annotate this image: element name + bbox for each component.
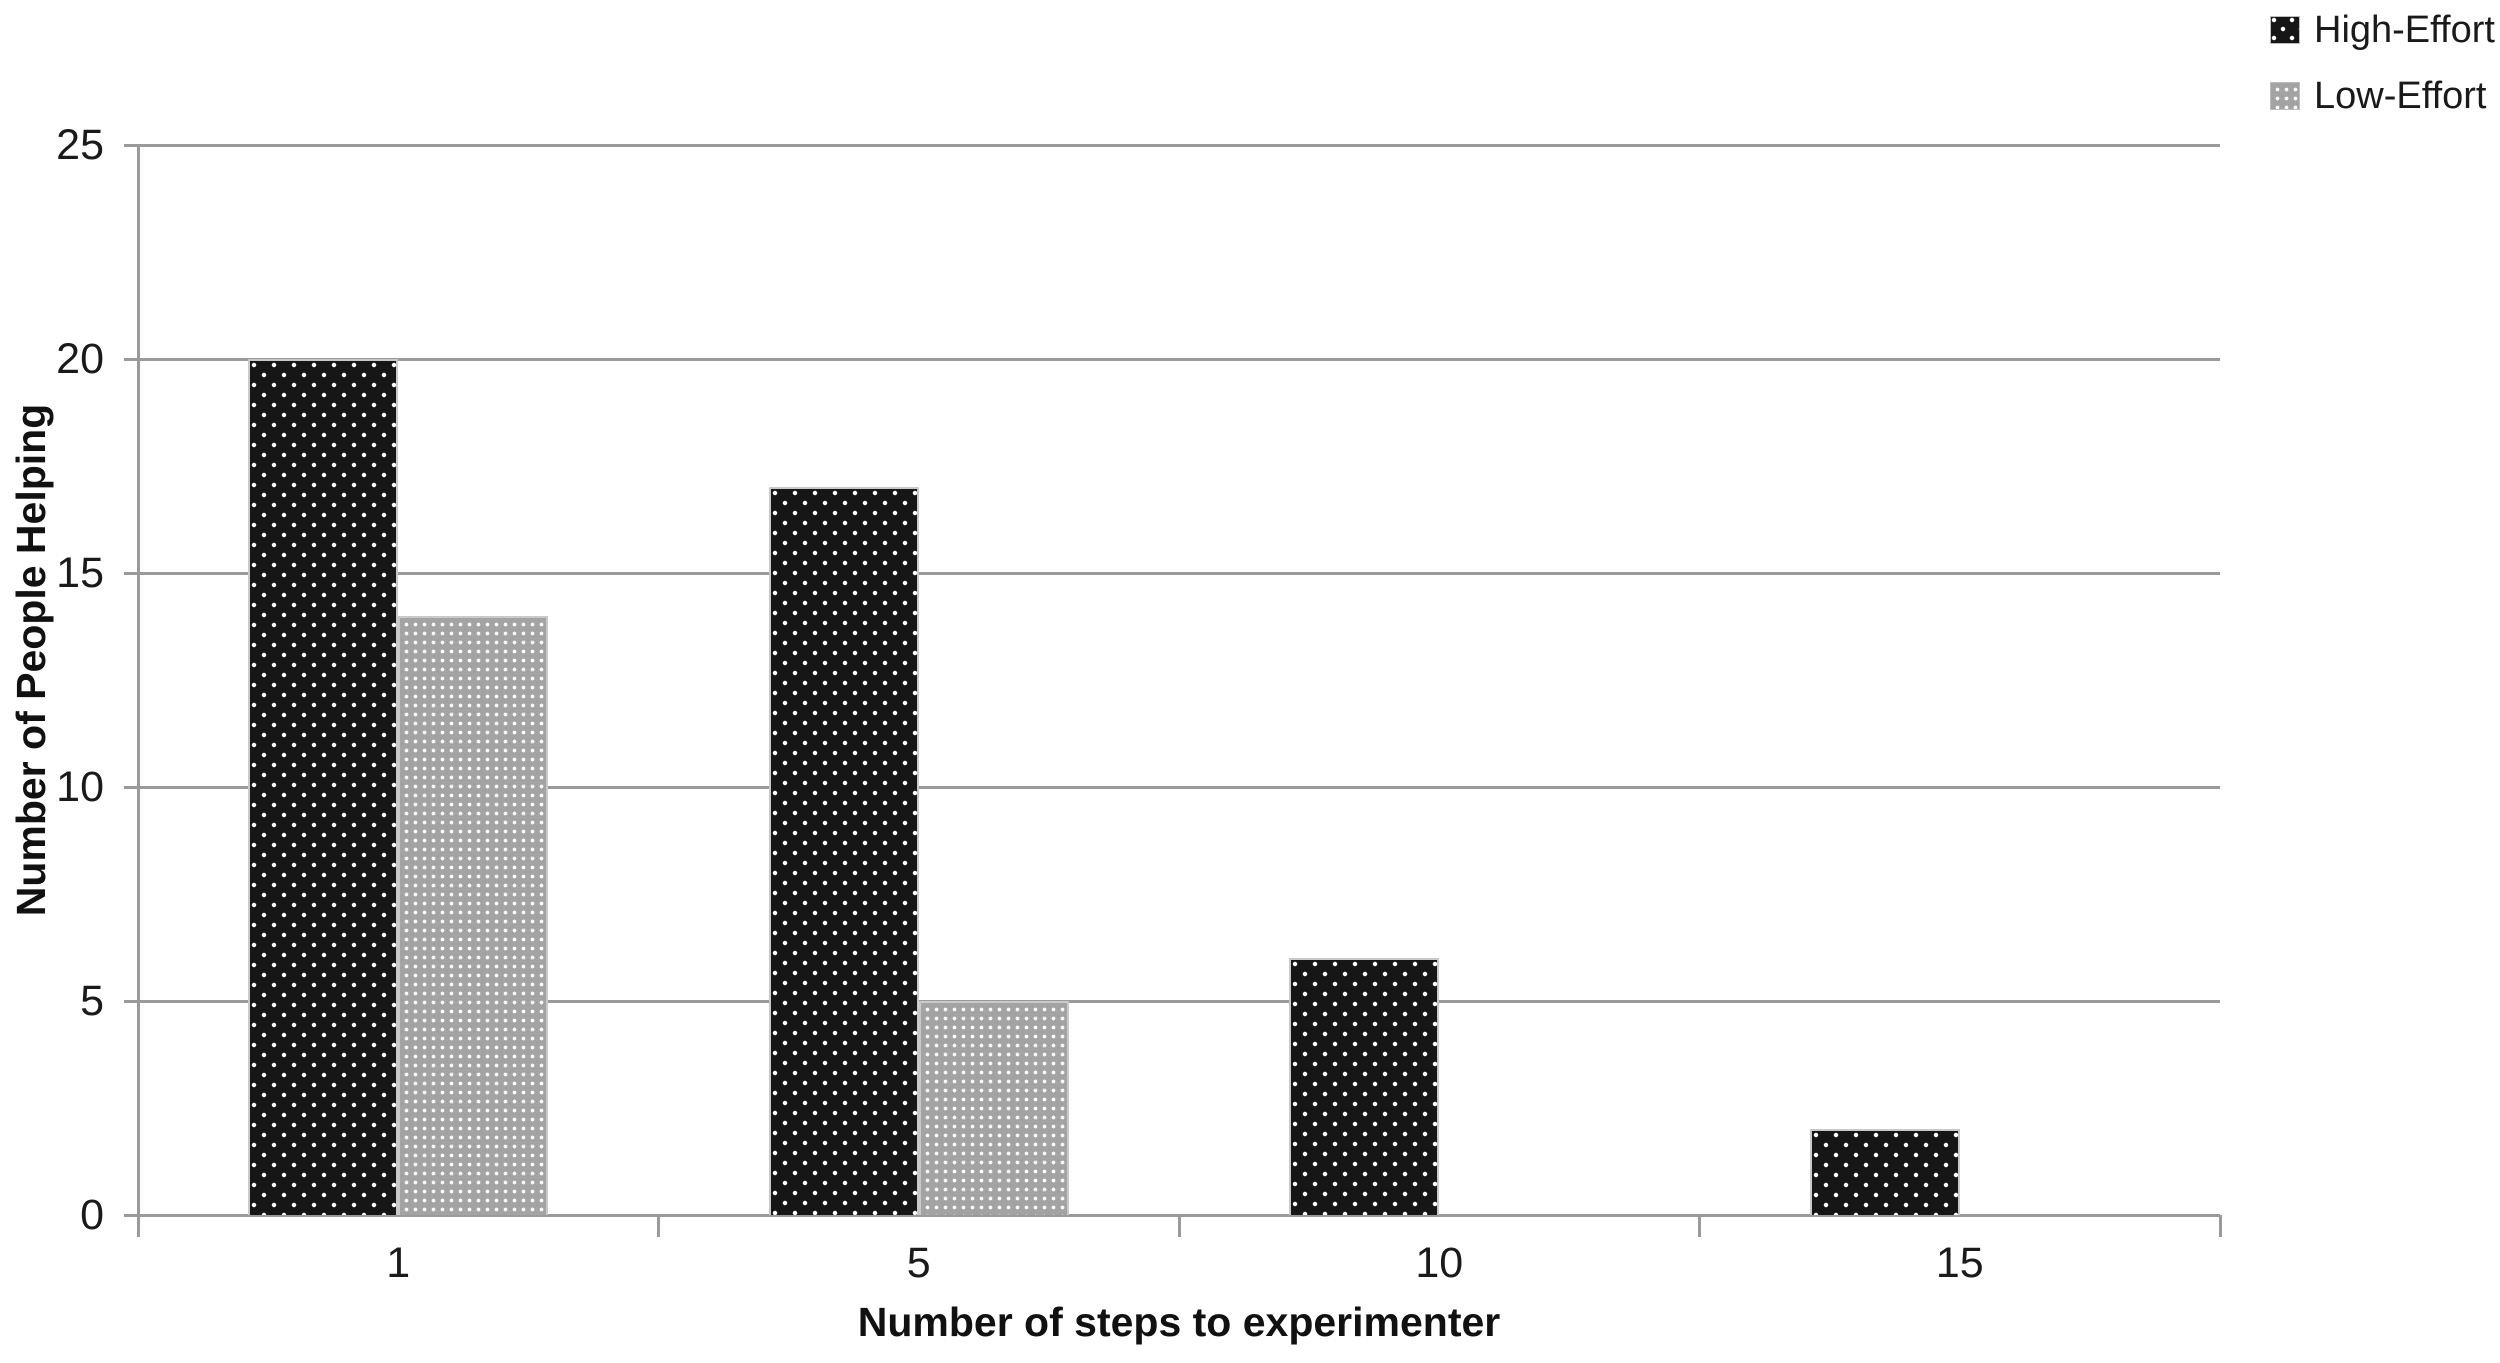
y-axis-label-15: 15	[56, 549, 104, 597]
x-axis-label-15: 15	[1935, 1239, 1984, 1287]
y-axis-title: Number of People Helping	[8, 403, 54, 917]
bar-high-effort-x10	[1289, 958, 1440, 1215]
y-axis-label-10: 10	[56, 763, 104, 811]
legend-item-low-effort: Low-Effort	[2270, 74, 2495, 118]
x-axis-tick-3	[1698, 1215, 1701, 1237]
y-axis-tick-25	[124, 143, 138, 147]
x-axis-tick-2	[1177, 1215, 1181, 1237]
x-axis-tick-1	[657, 1215, 660, 1237]
y-axis-label-20: 20	[56, 335, 104, 383]
gridline-20	[138, 357, 2220, 361]
gridline-15	[138, 571, 2220, 575]
x-axis-label-1: 1	[386, 1239, 411, 1287]
legend-item-high-effort: High-Effort	[2270, 8, 2495, 52]
y-axis-label-0: 0	[80, 1191, 104, 1239]
bar-high-effort-x1	[248, 359, 399, 1215]
x-axis-label-10: 10	[1415, 1239, 1464, 1287]
gridline-5	[138, 999, 2220, 1003]
x-axis-tick-4	[2218, 1215, 2222, 1237]
y-axis-label-25: 25	[56, 121, 104, 169]
legend: High-Effort Low-Effort	[2270, 8, 2495, 140]
x-axis-label-5: 5	[906, 1239, 931, 1287]
y-axis-tick-15	[124, 571, 138, 575]
bar-low-effort-x5	[918, 1001, 1069, 1215]
x-axis-line	[124, 1213, 2220, 1217]
gridline-10	[138, 785, 2220, 789]
legend-swatch-icon	[2270, 16, 2300, 44]
bar-high-effort-x5	[768, 487, 919, 1215]
gridline-25	[138, 143, 2220, 147]
y-axis-tick-10	[124, 785, 138, 789]
plot-area	[124, 143, 2222, 1237]
x-axis-tick-0	[136, 1215, 140, 1237]
y-axis-line	[136, 145, 140, 1227]
legend-label: High-Effort	[2314, 8, 2495, 51]
y-axis-tick-5	[124, 999, 138, 1003]
bar-low-effort-x1	[398, 615, 549, 1215]
y-axis-label-5: 5	[80, 977, 104, 1025]
y-axis-tick-20	[124, 357, 138, 361]
legend-swatch-icon	[2270, 82, 2300, 110]
bar-high-effort-x15	[1809, 1129, 1960, 1215]
x-axis-title: Number of steps to experimenter	[857, 1299, 1501, 1345]
legend-label: Low-Effort	[2314, 74, 2487, 117]
